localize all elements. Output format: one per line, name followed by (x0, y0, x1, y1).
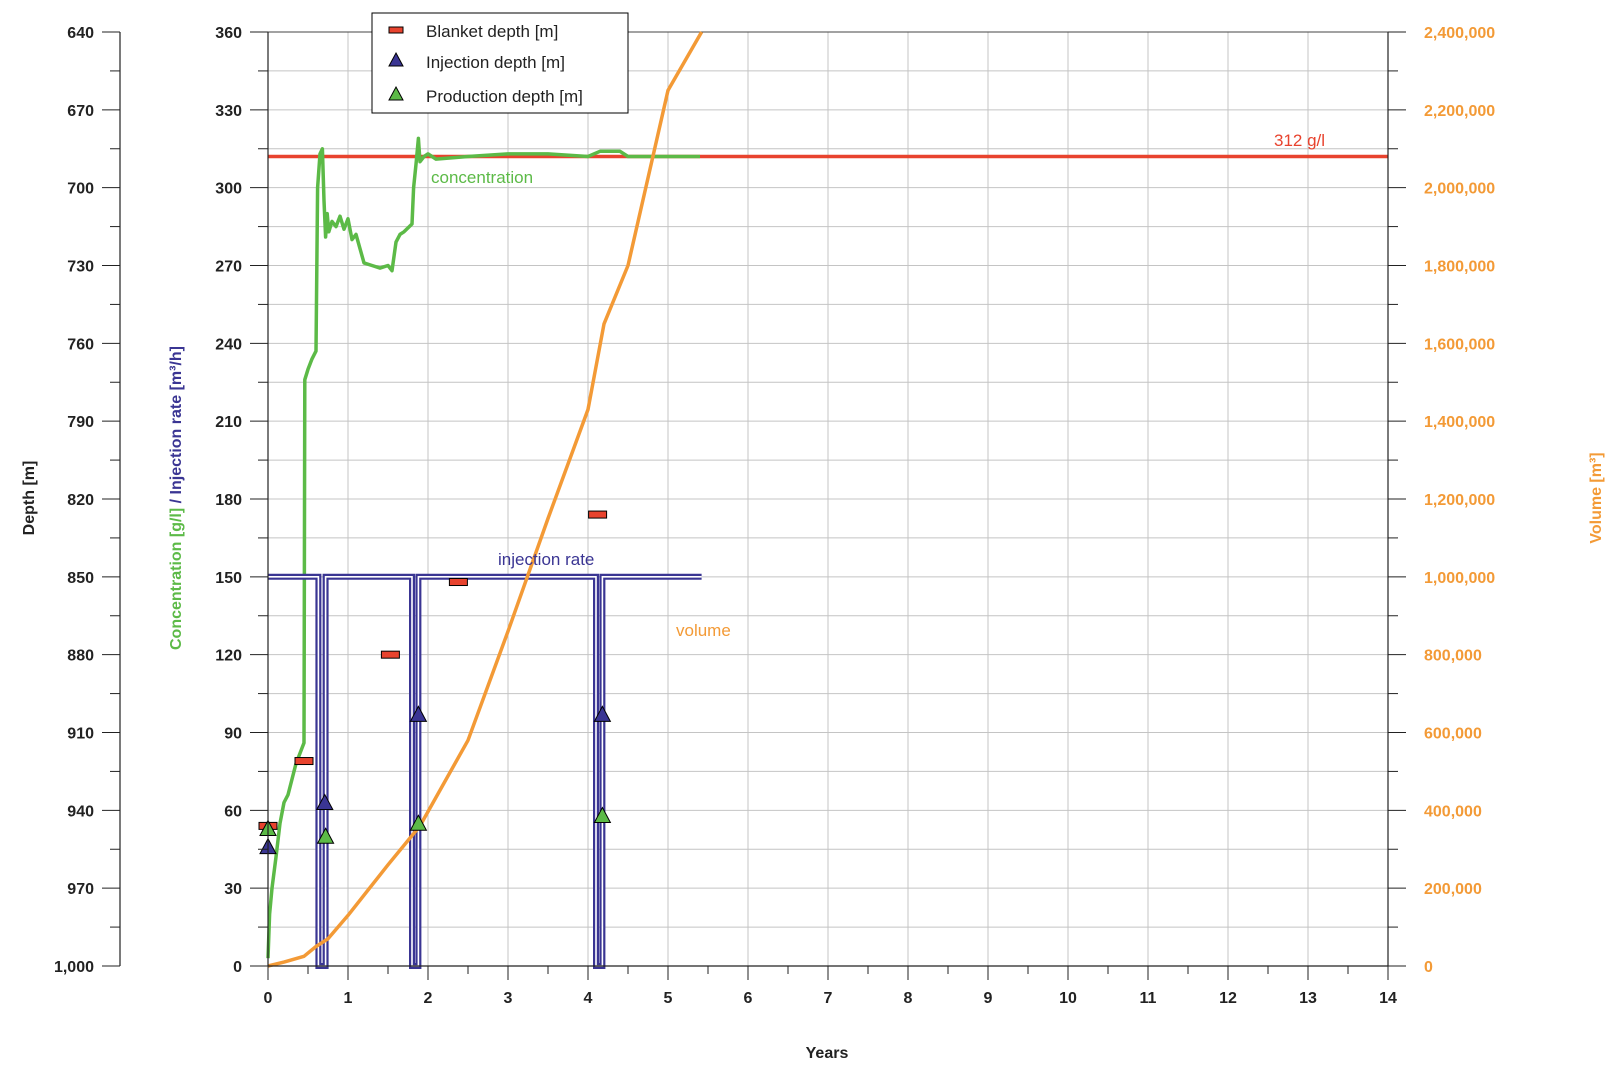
x-tick-label: 5 (664, 990, 673, 1007)
volume-tick-label: 2,400,000 (1424, 25, 1495, 42)
x-tick-label: 6 (744, 990, 753, 1007)
primary-axis-title: Concentration [g/l] / Injection rate [m³… (168, 346, 185, 650)
x-tick-label: 2 (424, 990, 433, 1007)
x-tick-label: 3 (504, 990, 513, 1007)
x-tick-label: 12 (1219, 990, 1237, 1007)
x-tick-label: 0 (264, 990, 273, 1007)
volume-tick-label: 1,400,000 (1424, 414, 1495, 431)
injection-rate-axis-title: Injection rate [m³/h] (168, 346, 185, 494)
depth-tick-label: 670 (67, 103, 94, 120)
depth-tick-label: 850 (67, 570, 94, 587)
primary-tick-label: 90 (224, 726, 242, 743)
injection-rate-label: injection rate (498, 550, 594, 569)
volume-tick-label: 1,800,000 (1424, 259, 1495, 276)
x-tick-label: 14 (1379, 990, 1397, 1007)
axis-title-separator: / (168, 494, 185, 507)
x-tick-label: 4 (584, 990, 593, 1007)
primary-tick-label: 360 (215, 25, 242, 42)
primary-tick-label: 180 (215, 492, 242, 509)
depth-tick-label: 970 (67, 881, 94, 898)
legend-blanket-marker (388, 26, 404, 34)
concentration-label: concentration (431, 168, 533, 187)
legend-injection-label: Injection depth [m] (426, 53, 565, 72)
volume-tick-label: 2,200,000 (1424, 103, 1495, 120)
production-depth-marker (409, 814, 428, 831)
volume-axis-title: Volume [m³] (1588, 452, 1605, 543)
injection-depth-marker (315, 793, 334, 811)
depth-tick-label: 700 (67, 181, 94, 198)
blanket-depth-marker (294, 757, 314, 766)
blanket-depth-marker (588, 510, 608, 519)
legend-blanket-label: Blanket depth [m] (426, 22, 558, 41)
x-tick-label: 9 (984, 990, 993, 1007)
depth-tick-label: 880 (67, 648, 94, 665)
legend-injection-marker (388, 51, 404, 67)
primary-tick-label: 270 (215, 259, 242, 276)
primary-tick-label: 330 (215, 103, 242, 120)
primary-tick-label: 0 (233, 959, 242, 976)
volume-tick-label: 600,000 (1424, 726, 1482, 743)
volume-tick-label: 200,000 (1424, 881, 1482, 898)
volume-tick-label: 1,000,000 (1424, 570, 1495, 587)
primary-tick-label: 60 (224, 803, 242, 820)
depth-tick-label: 820 (67, 492, 94, 509)
concentration-axis-title: Concentration [g/l] (168, 508, 185, 650)
legend-box (371, 12, 629, 114)
depth-tick-label: 1,000 (54, 959, 94, 976)
primary-tick-label: 150 (215, 570, 242, 587)
production-depth-marker (593, 806, 612, 824)
depth-tick-label: 760 (67, 336, 94, 353)
x-tick-label: 8 (904, 990, 913, 1007)
x-tick-label: 13 (1299, 990, 1317, 1007)
depth-axis-title: Depth [m] (21, 461, 38, 536)
volume-tick-label: 1,600,000 (1424, 336, 1495, 353)
depth-tick-label: 640 (67, 25, 94, 42)
depth-tick-label: 940 (67, 803, 94, 820)
injection-depth-marker (593, 705, 612, 722)
grid (267, 31, 1389, 967)
x-tick-label: 11 (1140, 990, 1157, 1007)
x-tick-label: 7 (824, 990, 833, 1007)
production-depth-marker (316, 827, 335, 844)
reference-line-label: 312 g/l (1274, 131, 1325, 150)
legend-production-marker (388, 85, 404, 101)
depth-tick-label: 790 (67, 414, 94, 431)
volume-tick-label: 400,000 (1424, 803, 1482, 820)
depth-tick-label: 910 (67, 726, 94, 743)
volume-line (267, 31, 704, 968)
depth-tick-label: 730 (67, 259, 94, 276)
volume-tick-label: 2,000,000 (1424, 181, 1495, 198)
volume-tick-label: 1,200,000 (1424, 492, 1495, 509)
primary-tick-label: 120 (215, 648, 242, 665)
volume-label: volume (676, 621, 731, 640)
legend: Blanket depth [m] Injection depth [m] Pr… (371, 12, 629, 114)
primary-tick-label: 300 (215, 181, 242, 198)
volume-tick-label: 0 (1424, 959, 1433, 976)
x-tick-label: 1 (344, 990, 353, 1007)
blanket-depth-marker (380, 650, 400, 659)
injection-depth-marker (409, 705, 428, 722)
volume-tick-label: 800,000 (1424, 648, 1482, 665)
primary-tick-label: 30 (224, 881, 242, 898)
primary-tick-label: 210 (215, 414, 242, 431)
concentration-line (266, 136, 700, 959)
primary-tick-label: 240 (215, 336, 242, 353)
legend-production-label: Production depth [m] (426, 87, 583, 106)
x-tick-label: 10 (1059, 990, 1077, 1007)
x-axis-title: Years (806, 1045, 849, 1062)
blanket-depth-marker (448, 578, 468, 587)
